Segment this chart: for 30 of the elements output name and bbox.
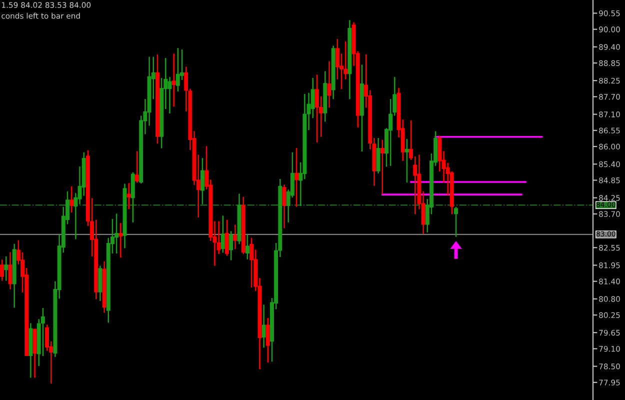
candlestick xyxy=(118,222,123,258)
candlestick xyxy=(380,140,384,194)
candlestick xyxy=(282,184,286,228)
candlestick xyxy=(130,172,135,222)
candlestick xyxy=(200,158,204,204)
candlestick xyxy=(229,231,234,260)
candlestick xyxy=(135,151,139,183)
candlestick xyxy=(224,220,229,256)
candlestick xyxy=(294,148,298,207)
candlestick xyxy=(126,183,131,210)
candlestick xyxy=(314,74,319,142)
candlestick xyxy=(404,138,409,183)
candlestick xyxy=(70,186,74,212)
candlestick xyxy=(262,304,266,348)
candlestick xyxy=(233,224,238,250)
candlestick xyxy=(176,48,180,92)
candlestick xyxy=(266,318,270,363)
candlestick xyxy=(8,252,12,290)
candlestick xyxy=(0,260,4,281)
candlestick xyxy=(327,61,332,108)
candlestick xyxy=(245,234,250,260)
candlestick xyxy=(168,77,172,114)
candlestick xyxy=(220,216,225,253)
candlestick xyxy=(376,138,380,174)
candlestick xyxy=(250,238,254,288)
candlestick xyxy=(98,266,102,301)
candlestick xyxy=(172,54,176,107)
candlestick xyxy=(454,206,458,237)
candlestick xyxy=(114,214,119,254)
candlestick xyxy=(4,256,8,281)
